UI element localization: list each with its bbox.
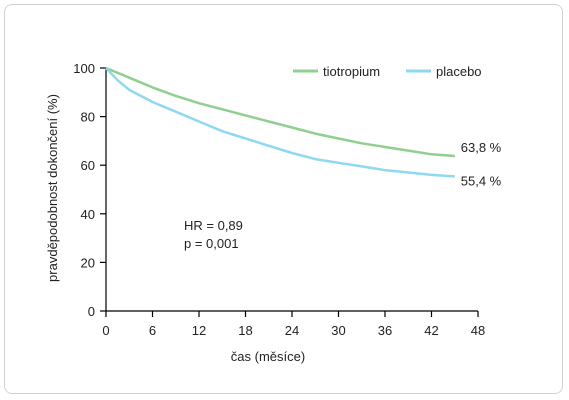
y-tick-label: 60 — [81, 158, 95, 173]
legend-label-tiotropium: tiotropium — [323, 64, 380, 79]
x-tick-label: 42 — [424, 323, 438, 338]
end-label-tiotropium: 63,8 % — [461, 140, 502, 155]
x-tick-label: 6 — [149, 323, 156, 338]
x-tick-label: 18 — [238, 323, 252, 338]
y-axis-title: pravděpodobnost dokončení (%) — [45, 94, 60, 282]
x-tick-label: 36 — [378, 323, 392, 338]
legend: tiotropium placebo — [293, 64, 482, 79]
x-tick-label: 12 — [192, 323, 206, 338]
end-labels: 63,8 % 55,4 % — [461, 140, 502, 188]
y-tick-label: 80 — [81, 110, 95, 125]
axes — [105, 68, 478, 312]
x-ticks: 0 6 12 18 24 30 36 42 48 — [102, 311, 485, 338]
y-tick-label: 20 — [81, 255, 95, 270]
x-tick-label: 30 — [331, 323, 345, 338]
end-label-placebo: 55,4 % — [461, 173, 502, 188]
x-axis-title: čas (měsíce) — [231, 349, 305, 364]
x-tick-label: 0 — [102, 323, 109, 338]
y-tick-label: 100 — [73, 61, 95, 76]
y-tick-label: 40 — [81, 207, 95, 222]
y-ticks: 0 20 40 60 80 100 — [73, 61, 106, 319]
annotation-p-value: p = 0,001 — [184, 236, 239, 251]
legend-label-placebo: placebo — [436, 64, 482, 79]
series-line-placebo — [105, 67, 455, 178]
series-lines — [105, 66, 455, 178]
x-tick-label: 24 — [285, 323, 299, 338]
annotation-hr: HR = 0,89 — [184, 218, 243, 233]
annotations: HR = 0,89 p = 0,001 — [184, 218, 243, 251]
series-line-tiotropium — [105, 66, 455, 158]
y-tick-label: 0 — [88, 304, 95, 319]
x-tick-label: 48 — [471, 323, 485, 338]
chart-frame — [4, 4, 563, 394]
